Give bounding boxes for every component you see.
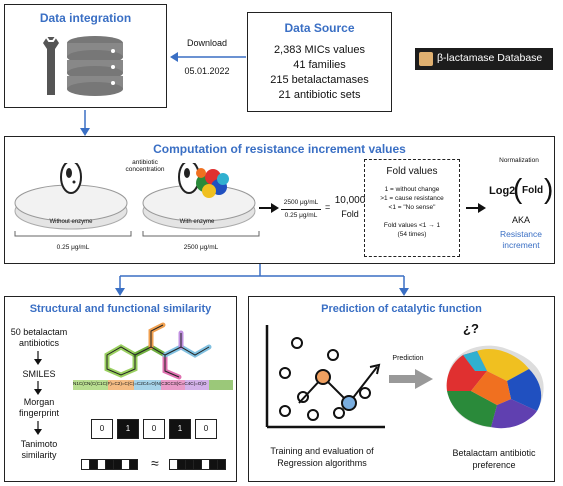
fraction-denominator: 0.25 μg/mL xyxy=(284,212,318,219)
split-arrows xyxy=(115,264,409,296)
prediction-label: Prediction xyxy=(392,355,424,362)
paren-close: ) xyxy=(544,173,554,204)
structural-panel: Structural and functional similarity 50 … xyxy=(4,296,237,482)
aka-label: AKA xyxy=(511,215,530,225)
data-source-line-4: 21 antibiotic sets xyxy=(278,89,361,101)
fraction-bar xyxy=(281,209,321,210)
computation-title: Computation of resistance increment valu… xyxy=(153,142,406,156)
regression-caption: Training and evaluation of Regression al… xyxy=(270,446,374,468)
arrow-down-icon xyxy=(34,381,42,395)
fold-values-title: Fold values xyxy=(386,166,438,177)
fraction-numerator: 2500 μg/mL xyxy=(283,199,319,206)
data-integration-title: Data integration xyxy=(39,11,132,25)
bitstring-b xyxy=(169,459,226,470)
antibiotic-concentration-label: antibiotic concentration xyxy=(125,159,165,173)
fold-rule-3: <1 = "No sense" xyxy=(388,204,436,211)
paren-open: ( xyxy=(513,173,523,204)
data-source-line-1: 2,383 MICs values xyxy=(273,44,366,56)
step-fingerprint: Morgan fingerprint xyxy=(18,397,60,418)
structural-title: Structural and functional similarity xyxy=(29,303,212,315)
question-mark-label: ¿? xyxy=(463,321,479,336)
smiles-color-bar xyxy=(73,380,233,390)
bitstring-a xyxy=(81,459,138,470)
with-enzyme-label: With enzyme xyxy=(179,219,215,225)
fold-word: Fold xyxy=(341,209,359,219)
fingerprint-bit: 1 xyxy=(169,419,191,439)
fingerprint-bit: 0 xyxy=(195,419,217,439)
arrow-down-icon xyxy=(34,351,42,365)
fingerprint-bit: 0 xyxy=(91,419,113,439)
fingerprint-bit: 0 xyxy=(143,419,165,439)
download-date: 05.01.2022 xyxy=(184,66,230,76)
fold-value: 10,000 xyxy=(334,195,366,206)
database-wrench-icon xyxy=(43,34,123,96)
step-tanimoto: Tanimoto similarity xyxy=(20,439,58,460)
database-badge-label: β-lactamase Database xyxy=(437,52,543,64)
prediction-panel: Prediction of catalytic function Predict… xyxy=(248,296,555,482)
smiles-string: N1C(CN(C(C1C(F)=C2)=C(C)=C2C4=O)N(C3CCS)… xyxy=(73,381,207,386)
fold-rule-1: 1 = without change xyxy=(384,186,440,193)
equals-sign: = xyxy=(325,202,331,212)
fold-paren-label: Fold xyxy=(522,185,544,196)
fold-rule-4: Fold values <1 → 1 xyxy=(383,222,441,229)
conc-bracket xyxy=(14,231,260,237)
conc-low-label: 0.25 μg/mL xyxy=(56,244,90,251)
arrow-right-icon xyxy=(466,203,486,213)
database-logo-icon xyxy=(419,52,433,66)
computation-panel: Computation of resistance increment valu… xyxy=(4,136,555,264)
download-label: Download xyxy=(186,38,228,48)
petri-dish-without-enzyme xyxy=(14,163,128,230)
prediction-title: Prediction of catalytic function xyxy=(321,303,482,315)
data-source-line-3: 215 betalactamases xyxy=(270,74,369,86)
fingerprint-bit: 1 xyxy=(117,419,139,439)
without-enzyme-label: Without enzyme xyxy=(49,219,93,225)
normalization-label: Normalization xyxy=(499,157,539,164)
molecule-structure-icon xyxy=(104,322,212,380)
preference-caption: Betalactam antibiotic preference xyxy=(452,448,536,470)
conc-high-label: 2500 μg/mL xyxy=(183,244,219,251)
data-source-line-2: 41 families xyxy=(293,59,346,71)
petri-dish-with-enzyme xyxy=(142,163,256,230)
arrow-down-icon xyxy=(80,110,90,136)
step-smiles: SMILES xyxy=(22,369,56,379)
approx-sign: ≈ xyxy=(151,455,159,471)
data-source-title: Data Source xyxy=(284,21,355,35)
fold-rule-2: >1 = cause resistance xyxy=(380,195,444,202)
regression-plot-icon xyxy=(265,325,385,429)
step-antibiotics: 50 betalactam antibiotics xyxy=(10,327,68,348)
data-source-panel: Data Source 2,383 MICs values 41 familie… xyxy=(247,12,392,112)
fold-rule-5: (54 times) xyxy=(397,231,427,238)
arrow-left-icon xyxy=(170,52,246,62)
log2-label: Log2 xyxy=(489,185,516,197)
arrow-right-gray-icon xyxy=(389,369,433,389)
fold-values-box: Fold values 1 = without change >1 = caus… xyxy=(364,159,460,257)
database-badge: β-lactamase Database xyxy=(415,48,553,70)
arrow-down-icon xyxy=(34,421,42,435)
resistance-increment-label: Resistance increment xyxy=(499,229,543,250)
arrow-right-icon xyxy=(259,203,279,213)
protein-structure-icon xyxy=(446,345,544,429)
data-integration-panel: Data integration xyxy=(4,4,167,108)
